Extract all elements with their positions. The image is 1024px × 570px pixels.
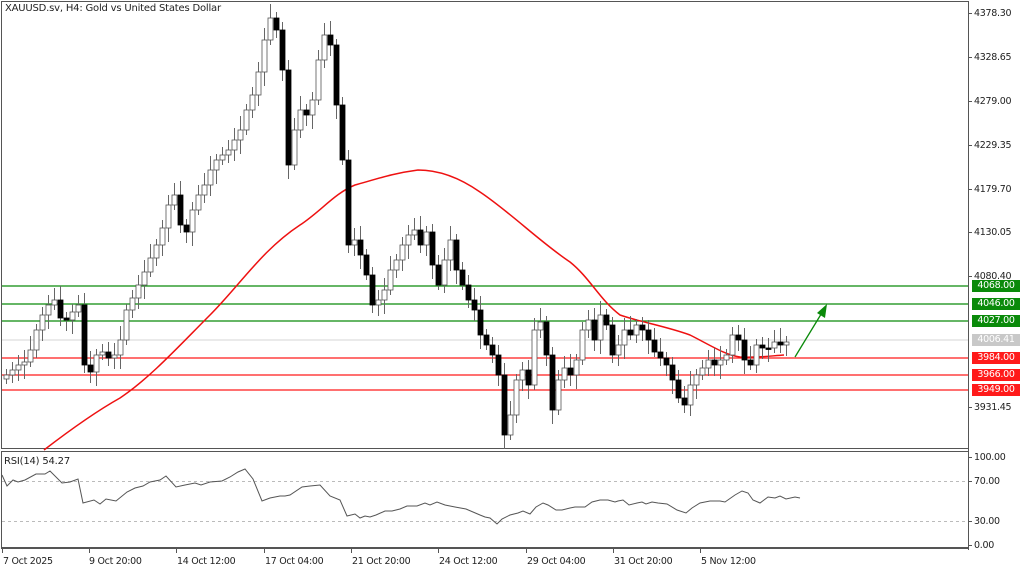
- price-tick: 4328.65: [974, 52, 1012, 63]
- candlestick-series: [3, 4, 790, 449]
- time-tick: 29 Oct 04:00: [527, 556, 586, 567]
- trend-arrow-icon: [794, 304, 827, 358]
- time-tick: 24 Oct 12:00: [439, 556, 498, 567]
- rsi-tick: 0.00: [974, 540, 994, 551]
- price-tick: 4279.00: [974, 96, 1012, 107]
- time-axis-ticks: [2, 548, 701, 553]
- rsi-indicator-title: RSI(14) 54.27: [4, 456, 70, 467]
- time-tick: 9 Oct 20:00: [89, 556, 142, 567]
- rsi-pane-frame: [1, 451, 969, 548]
- resistance-label-1: 4068.00: [972, 280, 1020, 292]
- time-tick: 5 Nov 12:00: [701, 556, 756, 567]
- price-tick: 4080.40: [974, 271, 1012, 282]
- rsi-tick: 70.00: [974, 476, 1000, 487]
- support-levels[interactable]: [2, 357, 968, 391]
- rsi-line: [1, 468, 801, 525]
- price-tick: 3931.45: [974, 402, 1012, 413]
- current-price-label: 4006.41: [972, 334, 1020, 346]
- price-axis-ticks: [968, 13, 972, 546]
- time-tick: 7 Oct 2025: [3, 556, 53, 567]
- main-pane-frame: [1, 1, 969, 449]
- time-tick: 21 Oct 20:00: [352, 556, 411, 567]
- moving-average-line: [43, 169, 785, 451]
- resistance-label-3: 4027.00: [972, 315, 1020, 327]
- time-tick: 31 Oct 20:00: [614, 556, 673, 567]
- support-label-1: 3984.00: [972, 352, 1020, 364]
- price-tick: 4179.70: [974, 184, 1012, 195]
- support-label-2: 3966.00: [972, 369, 1020, 381]
- price-tick: 4229.35: [974, 140, 1012, 151]
- time-tick: 17 Oct 04:00: [265, 556, 324, 567]
- time-tick: 14 Oct 12:00: [177, 556, 236, 567]
- rsi-tick: 100.00: [974, 452, 1006, 463]
- chart-title: XAUUSD.sv, H4: Gold vs United States Dol…: [5, 3, 221, 14]
- rsi-tick: 30.00: [974, 516, 1000, 527]
- resistance-label-2: 4046.00: [972, 298, 1020, 310]
- price-tick: 4378.30: [974, 8, 1012, 19]
- support-label-3: 3949.00: [972, 384, 1020, 396]
- price-tick: 4130.05: [974, 227, 1012, 238]
- resistance-levels[interactable]: [2, 285, 968, 322]
